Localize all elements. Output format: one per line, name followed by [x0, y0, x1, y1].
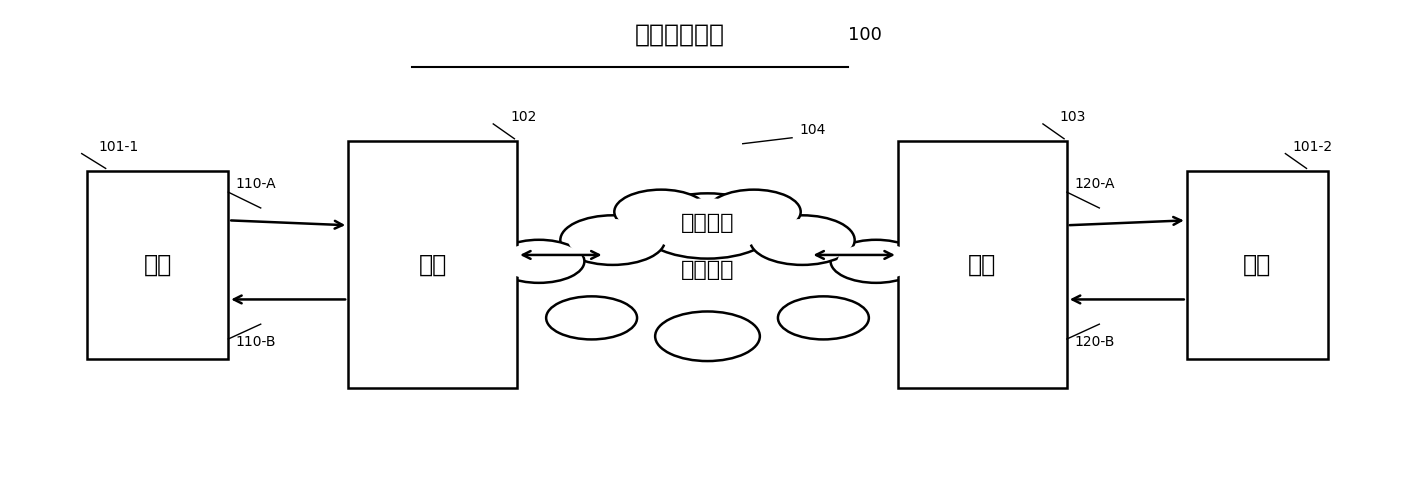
Ellipse shape: [778, 296, 869, 340]
Ellipse shape: [715, 193, 794, 230]
Ellipse shape: [546, 296, 637, 340]
Ellipse shape: [655, 312, 760, 361]
Text: 120-A: 120-A: [1074, 177, 1115, 191]
Ellipse shape: [501, 243, 577, 280]
Text: 远程通信: 远程通信: [681, 213, 734, 233]
Text: 100: 100: [849, 26, 883, 44]
Ellipse shape: [785, 300, 862, 336]
Ellipse shape: [750, 216, 855, 265]
Bar: [88, 171, 228, 359]
Text: 103: 103: [1060, 110, 1087, 124]
Ellipse shape: [621, 193, 700, 230]
Text: 120-B: 120-B: [1074, 336, 1115, 349]
Text: 终端: 终端: [1242, 253, 1271, 277]
Ellipse shape: [638, 194, 777, 258]
Ellipse shape: [708, 190, 801, 234]
Ellipse shape: [494, 240, 584, 283]
Ellipse shape: [614, 190, 708, 234]
Ellipse shape: [664, 315, 751, 358]
Text: 101-2: 101-2: [1292, 140, 1333, 154]
Ellipse shape: [758, 219, 846, 261]
Text: 基站: 基站: [968, 253, 996, 277]
Ellipse shape: [569, 219, 657, 261]
Text: 基站: 基站: [419, 253, 447, 277]
Text: 110-A: 110-A: [235, 177, 276, 191]
Ellipse shape: [838, 243, 914, 280]
Bar: [348, 141, 518, 388]
Text: 101-1: 101-1: [99, 140, 139, 154]
Text: 104: 104: [799, 123, 825, 137]
Text: 102: 102: [511, 110, 536, 124]
Text: 终端: 终端: [144, 253, 173, 277]
Ellipse shape: [649, 198, 766, 254]
Ellipse shape: [560, 216, 665, 265]
Bar: [897, 141, 1067, 388]
Text: 110-B: 110-B: [235, 336, 276, 349]
Text: 远程通信系统: 远程通信系统: [634, 23, 724, 47]
Ellipse shape: [553, 300, 630, 336]
Bar: [1187, 171, 1327, 359]
Text: 传输网络: 传输网络: [681, 260, 734, 280]
Ellipse shape: [831, 240, 921, 283]
